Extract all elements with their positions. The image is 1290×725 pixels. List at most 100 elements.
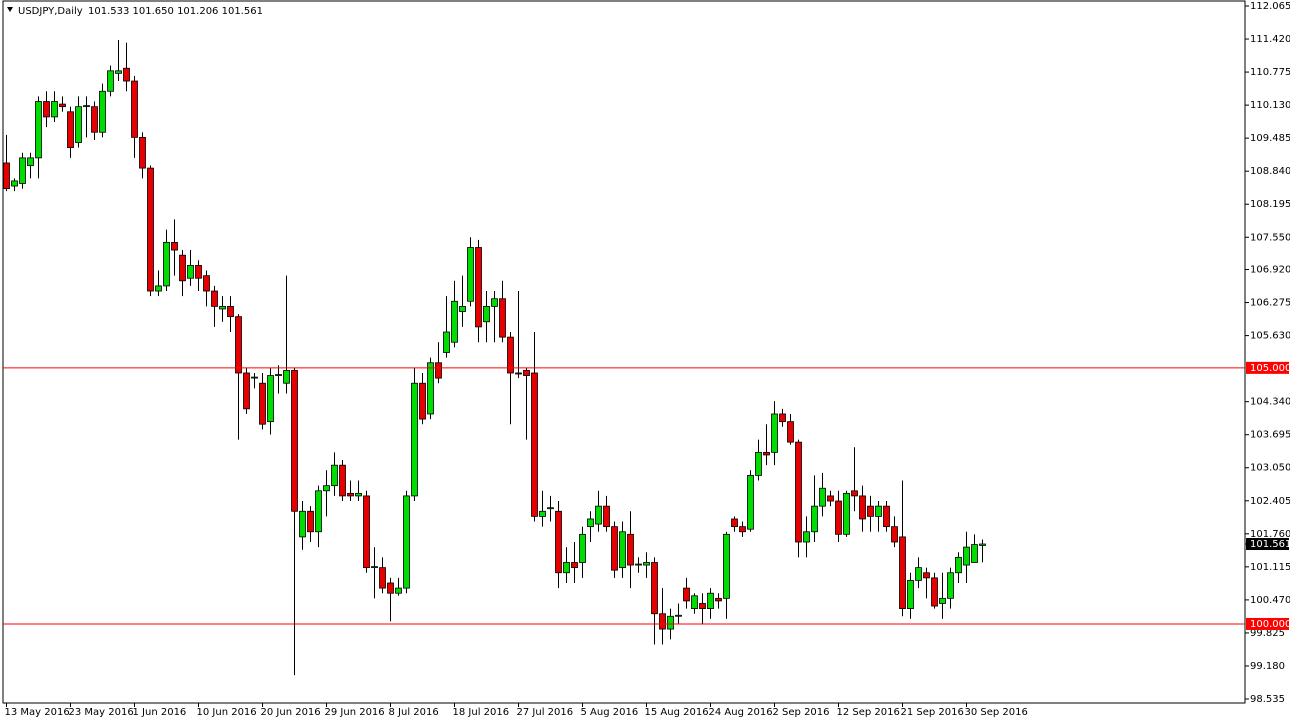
candle-body xyxy=(379,567,386,589)
candle-body xyxy=(803,531,810,543)
candle-body xyxy=(979,543,986,546)
candle-body xyxy=(403,495,410,589)
candle-body xyxy=(91,106,98,133)
candle-body xyxy=(459,306,466,312)
candle-body xyxy=(147,167,154,292)
candle-body xyxy=(179,254,186,282)
candle-body xyxy=(587,518,594,528)
candle-body xyxy=(411,382,418,497)
candle-body xyxy=(363,495,370,569)
candle-body xyxy=(755,451,762,476)
candle-body xyxy=(683,587,690,602)
x-tick-label: 1 Jun 2016 xyxy=(133,707,187,718)
candle-body xyxy=(51,101,58,118)
menu-arrow[interactable] xyxy=(7,7,13,12)
y-tick-label: 99.180 xyxy=(1250,661,1285,672)
x-tick-label: 20 Jun 2016 xyxy=(261,707,321,718)
candle-body xyxy=(283,370,290,384)
x-tick-label: 29 Jun 2016 xyxy=(325,707,385,718)
candle-body xyxy=(83,105,90,108)
candle-body xyxy=(875,505,882,517)
candle-body xyxy=(763,451,770,456)
candle-body xyxy=(915,567,922,581)
candle-body xyxy=(107,70,114,92)
candle-body xyxy=(195,265,202,279)
level-box xyxy=(1246,361,1289,374)
candle-body xyxy=(691,595,698,609)
candle-body xyxy=(267,375,274,423)
y-tick-label: 105.630 xyxy=(1250,331,1290,342)
y-tick-label: 110.775 xyxy=(1250,67,1290,78)
y-tick-label: 112.065 xyxy=(1250,1,1290,12)
x-tick-label: 2 Sep 2016 xyxy=(773,707,830,718)
candle-body xyxy=(867,505,874,517)
y-tick-label: 103.050 xyxy=(1250,463,1290,474)
candle-body xyxy=(427,362,434,415)
candle-body xyxy=(371,566,378,569)
candle-body xyxy=(163,241,170,287)
candle-body xyxy=(315,490,322,533)
symbol: USDJPY,Daily xyxy=(18,6,83,17)
candle-body xyxy=(939,597,946,604)
y-tick-label: 100.470 xyxy=(1250,595,1290,606)
candle-body xyxy=(659,613,666,630)
x-tick-label: 12 Sep 2016 xyxy=(837,707,900,718)
candle-body xyxy=(443,331,450,353)
candle-body xyxy=(131,80,138,138)
candle-body xyxy=(723,533,730,599)
candle-body xyxy=(243,372,250,410)
candle-body xyxy=(627,533,634,566)
y-tick-label: 101.115 xyxy=(1250,562,1290,573)
candle-body xyxy=(19,157,26,184)
y-tick-label: 99.825 xyxy=(1250,628,1285,639)
candle-body xyxy=(715,597,722,602)
x-tick-label: 13 May 2016 xyxy=(5,707,70,718)
candle-body xyxy=(67,111,74,149)
candle-body xyxy=(603,505,610,528)
candle-body xyxy=(515,372,522,375)
y-tick-label: 103.695 xyxy=(1250,430,1290,441)
y-tick-label: 106.920 xyxy=(1250,265,1290,276)
candle-body xyxy=(531,372,538,517)
candle-body xyxy=(35,101,42,159)
level-label: 105.000 xyxy=(1250,363,1290,374)
y-tick-label: 102.405 xyxy=(1250,496,1290,507)
candle-body xyxy=(675,614,682,617)
candle-body xyxy=(635,563,642,566)
y-tick-label: 107.550 xyxy=(1250,232,1290,243)
candle-body xyxy=(227,306,234,318)
candle-body xyxy=(883,505,890,528)
level-label: 100.000 xyxy=(1250,619,1290,630)
candle-body xyxy=(75,106,82,143)
candle-body xyxy=(307,510,314,533)
candle-body xyxy=(347,492,354,497)
candle-body xyxy=(891,526,898,543)
y-tick-label: 108.840 xyxy=(1250,166,1290,177)
candle-body xyxy=(187,265,194,279)
candle-body xyxy=(963,546,970,566)
y-tick-label: 98.535 xyxy=(1250,694,1285,705)
candle-body xyxy=(619,531,626,569)
candle-body xyxy=(299,510,306,538)
candle-body xyxy=(835,500,842,535)
x-tick-label: 10 Jun 2016 xyxy=(197,707,257,718)
candle-body xyxy=(747,475,754,530)
candle-body xyxy=(947,572,954,599)
y-tick-label: 104.340 xyxy=(1250,397,1290,408)
candle-body xyxy=(779,413,786,423)
candle-body xyxy=(123,67,130,82)
candle-body xyxy=(699,603,706,609)
current-price-box xyxy=(1246,538,1289,551)
x-tick-label: 5 Aug 2016 xyxy=(581,707,639,718)
x-tick-label: 27 Jul 2016 xyxy=(517,707,574,718)
level-box xyxy=(1246,617,1289,630)
quote: 101.533 101.650 101.206 101.561 xyxy=(88,6,263,17)
candle-body xyxy=(547,507,554,510)
candle-body xyxy=(355,492,362,497)
candle-body xyxy=(43,101,50,118)
candle-body xyxy=(571,562,578,569)
candle-body xyxy=(523,370,530,376)
x-tick-label: 24 Aug 2016 xyxy=(709,707,773,718)
candle-body xyxy=(11,180,18,187)
candle-body xyxy=(579,533,586,563)
